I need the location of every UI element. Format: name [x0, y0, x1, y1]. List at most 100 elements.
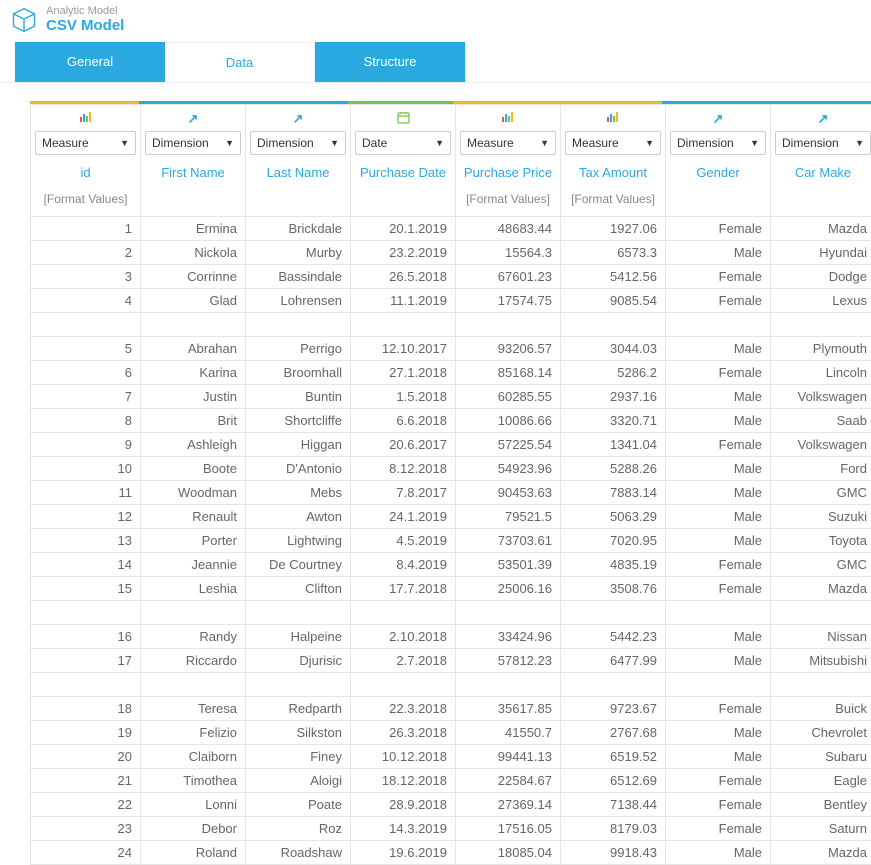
- table-row[interactable]: 24RolandRoadshaw19.6.201918085.049918.43…: [31, 841, 871, 865]
- table-cell: Hyundai: [771, 241, 871, 265]
- table-cell: 2.10.2018: [351, 625, 456, 649]
- tab-structure[interactable]: Structure: [315, 42, 465, 82]
- table-cell: 33424.96: [456, 625, 561, 649]
- table-row[interactable]: 13PorterLightwing4.5.201973703.617020.95…: [31, 529, 871, 553]
- table-cell: 5: [31, 337, 141, 361]
- table-row[interactable]: 22LonniPoate28.9.201827369.147138.44Fema…: [31, 793, 871, 817]
- table-row[interactable]: 12RenaultAwton24.1.201979521.55063.29Mal…: [31, 505, 871, 529]
- table-cell: 60285.55: [456, 385, 561, 409]
- table-cell: 6512.69: [561, 769, 666, 793]
- column-name[interactable]: id: [35, 155, 136, 188]
- format-values-link[interactable]: [Format Values]: [565, 188, 661, 208]
- table-cell: Mitsubishi: [771, 649, 871, 673]
- table-cell: 7.8.2017: [351, 481, 456, 505]
- table-row[interactable]: 17RiccardoDjurisic2.7.201857812.236477.9…: [31, 649, 871, 673]
- table-cell: Male: [666, 409, 771, 433]
- table-cell: 7883.14: [561, 481, 666, 505]
- table-row[interactable]: 18TeresaRedparth22.3.201835617.859723.67…: [31, 697, 871, 721]
- table-row[interactable]: 16RandyHalpeine2.10.201833424.965442.23M…: [31, 625, 871, 649]
- table-cell: 3044.03: [561, 337, 666, 361]
- table-row[interactable]: 21TimotheaAloigi18.12.201822584.676512.6…: [31, 769, 871, 793]
- column-type-select[interactable]: Dimension▼: [145, 131, 241, 155]
- column-name[interactable]: Gender: [670, 155, 766, 188]
- chevron-down-icon: ▼: [855, 138, 864, 148]
- column-name[interactable]: Purchase Date: [355, 155, 451, 188]
- table-cell: Male: [666, 625, 771, 649]
- table-cell: Nissan: [771, 625, 871, 649]
- table-cell: Lohrensen: [246, 289, 351, 313]
- table-row[interactable]: 3CorrinneBassindale26.5.201867601.235412…: [31, 265, 871, 289]
- table-cell: 12: [31, 505, 141, 529]
- tab-data[interactable]: Data: [165, 42, 315, 82]
- table-cell: Female: [666, 817, 771, 841]
- format-values-link[interactable]: [Format Values]: [460, 188, 556, 208]
- table-row[interactable]: 23DeborRoz14.3.201917516.058179.03Female…: [31, 817, 871, 841]
- table-cell: 2937.16: [561, 385, 666, 409]
- dimension-icon: ↗: [670, 111, 766, 125]
- column-header: ↗Dimension▼First Name: [141, 105, 246, 217]
- table-row[interactable]: 5AbrahanPerrigo12.10.201793206.573044.03…: [31, 337, 871, 361]
- table-cell: 9723.67: [561, 697, 666, 721]
- table-cell: 26.3.2018: [351, 721, 456, 745]
- table-row[interactable]: 11WoodmanMebs7.8.201790453.637883.14Male…: [31, 481, 871, 505]
- table-cell: 53501.39: [456, 553, 561, 577]
- table-cell: Abrahan: [141, 337, 246, 361]
- table-cell: Male: [666, 385, 771, 409]
- column-type-select[interactable]: Dimension▼: [775, 131, 871, 155]
- column-name[interactable]: Purchase Price: [460, 155, 556, 188]
- format-values-link[interactable]: [Format Values]: [35, 188, 136, 208]
- tab-general[interactable]: General: [15, 42, 165, 82]
- table-cell: 20.6.2017: [351, 433, 456, 457]
- measure-icon: [460, 111, 556, 125]
- column-name[interactable]: First Name: [145, 155, 241, 188]
- table-cell: Eagle: [771, 769, 871, 793]
- table-row[interactable]: 20ClaibornFiney10.12.201899441.136519.52…: [31, 745, 871, 769]
- table-cell: Male: [666, 745, 771, 769]
- table-row[interactable]: 7JustinBuntin1.5.201860285.552937.16Male…: [31, 385, 871, 409]
- table-cell: Finey: [246, 745, 351, 769]
- table-cell: 4: [31, 289, 141, 313]
- column-name[interactable]: Tax Amount: [565, 155, 661, 188]
- table-cell: Male: [666, 649, 771, 673]
- column-type-select[interactable]: Measure▼: [460, 131, 556, 155]
- table-row[interactable]: 19FelizioSilkston26.3.201841550.72767.68…: [31, 721, 871, 745]
- table-cell: 41550.7: [456, 721, 561, 745]
- table-row[interactable]: 14JeannieDe Courtney8.4.201953501.394835…: [31, 553, 871, 577]
- format-values-link: [355, 188, 451, 208]
- model-title: CSV Model: [46, 17, 124, 34]
- format-values-link: [250, 188, 346, 208]
- table-row[interactable]: 4GladLohrensen11.1.201917574.759085.54Fe…: [31, 289, 871, 313]
- table-cell: Male: [666, 241, 771, 265]
- column-name[interactable]: Last Name: [250, 155, 346, 188]
- column-type-select[interactable]: Measure▼: [35, 131, 136, 155]
- table-cell: Male: [666, 337, 771, 361]
- table-row[interactable]: 9AshleighHiggan20.6.201757225.541341.04F…: [31, 433, 871, 457]
- column-type-select[interactable]: Dimension▼: [670, 131, 766, 155]
- table-row[interactable]: 2NickolaMurby23.2.201915564.36573.3MaleH…: [31, 241, 871, 265]
- table-row[interactable]: 10BooteD'Antonio8.12.201854923.965288.26…: [31, 457, 871, 481]
- table-row[interactable]: 8BritShortcliffe6.6.201810086.663320.71M…: [31, 409, 871, 433]
- table-cell: 23.2.2019: [351, 241, 456, 265]
- table-cell: 25006.16: [456, 577, 561, 601]
- table-cell: Brit: [141, 409, 246, 433]
- table-cell: Buntin: [246, 385, 351, 409]
- column-header: Measure▼Purchase Price[Format Values]: [456, 105, 561, 217]
- column-type-select[interactable]: Dimension▼: [250, 131, 346, 155]
- table-cell: Renault: [141, 505, 246, 529]
- table-cell: Leshia: [141, 577, 246, 601]
- table-cell: Murby: [246, 241, 351, 265]
- table-cell: 12.10.2017: [351, 337, 456, 361]
- column-name[interactable]: Car Make: [775, 155, 871, 188]
- table-row[interactable]: 15LeshiaClifton17.7.201825006.163508.76F…: [31, 577, 871, 601]
- table-cell: Lightwing: [246, 529, 351, 553]
- table-row[interactable]: 6KarinaBroomhall27.1.201885168.145286.2F…: [31, 361, 871, 385]
- column-type-select[interactable]: Date▼: [355, 131, 451, 155]
- table-cell: Riccardo: [141, 649, 246, 673]
- table-cell: Dodge: [771, 265, 871, 289]
- table-row[interactable]: 1ErminaBrickdale20.1.201948683.441927.06…: [31, 217, 871, 241]
- column-type-select[interactable]: Measure▼: [565, 131, 661, 155]
- table-cell: Chevrolet: [771, 721, 871, 745]
- table-cell: Perrigo: [246, 337, 351, 361]
- chevron-down-icon: ▼: [540, 138, 549, 148]
- table-cell: 5063.29: [561, 505, 666, 529]
